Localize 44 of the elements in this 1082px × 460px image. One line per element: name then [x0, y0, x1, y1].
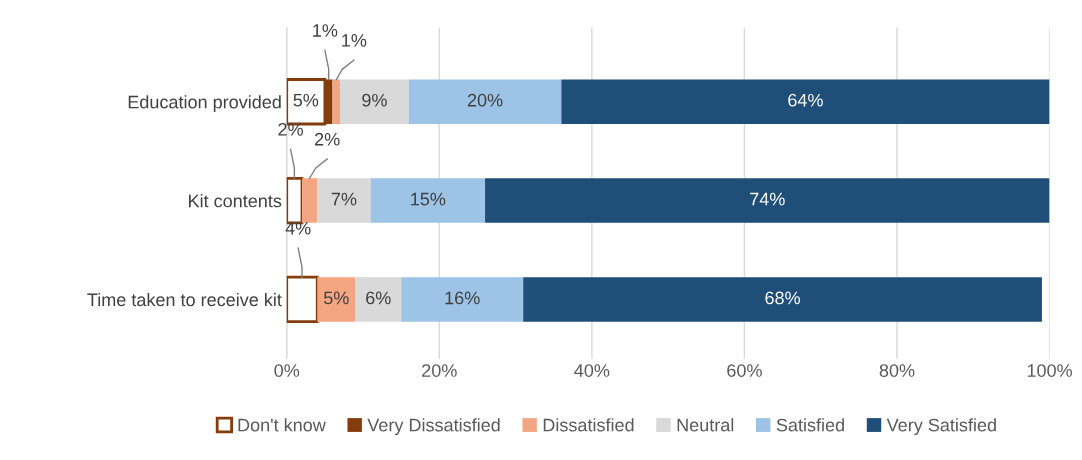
bar: [317, 178, 371, 223]
data-label: 4%: [285, 221, 311, 235]
y-tick-label: Education provided: [128, 95, 281, 113]
data-label: 5%: [323, 291, 349, 305]
bar: [355, 277, 402, 322]
data-label: 1%: [313, 24, 338, 37]
bar: [523, 277, 1042, 322]
bar: [301, 178, 318, 223]
legend-label: Very Satisfied: [886, 418, 996, 436]
x-tick-label: 60%: [727, 364, 762, 377]
bar: [370, 178, 486, 223]
y-tick-label: Kit contents: [189, 194, 282, 208]
data-label: 1%: [342, 34, 367, 47]
x-tick-label: 80%: [879, 364, 915, 377]
data-label: 68%: [765, 291, 800, 305]
data-label: 9%: [362, 93, 387, 107]
data-label: 7%: [331, 192, 357, 206]
legend-label: Satisfied: [776, 418, 844, 432]
data-label: 20%: [467, 93, 503, 107]
data-label: 16%: [445, 291, 480, 305]
legend-label: Dissatisfied: [543, 418, 634, 432]
x-tick-label: 0%: [274, 364, 300, 377]
legend-label: Don't know: [238, 418, 326, 432]
bar: [286, 275, 319, 324]
y-tick-label: Time taken to receive kit: [87, 292, 282, 307]
bar: [561, 79, 1050, 124]
legend-label: Neutral: [677, 418, 734, 432]
bar: [485, 178, 1050, 223]
data-label: 74%: [750, 192, 785, 206]
data-label: 64%: [788, 93, 823, 107]
bar: [332, 79, 341, 124]
legend-label: Very Dissatisfied: [367, 418, 500, 436]
data-label: 5%: [293, 93, 319, 107]
x-tick-label: 100%: [1027, 364, 1072, 377]
data-label: 15%: [411, 192, 446, 206]
bar: [408, 79, 562, 124]
bar: [340, 79, 409, 124]
data-label: 2%: [315, 132, 340, 146]
x-tick-label: 20%: [422, 364, 457, 377]
data-label: 2%: [278, 122, 303, 136]
x-tick-label: 40%: [574, 364, 610, 377]
data-label: 6%: [366, 291, 391, 305]
bar: [317, 277, 356, 322]
bar: [401, 277, 524, 322]
